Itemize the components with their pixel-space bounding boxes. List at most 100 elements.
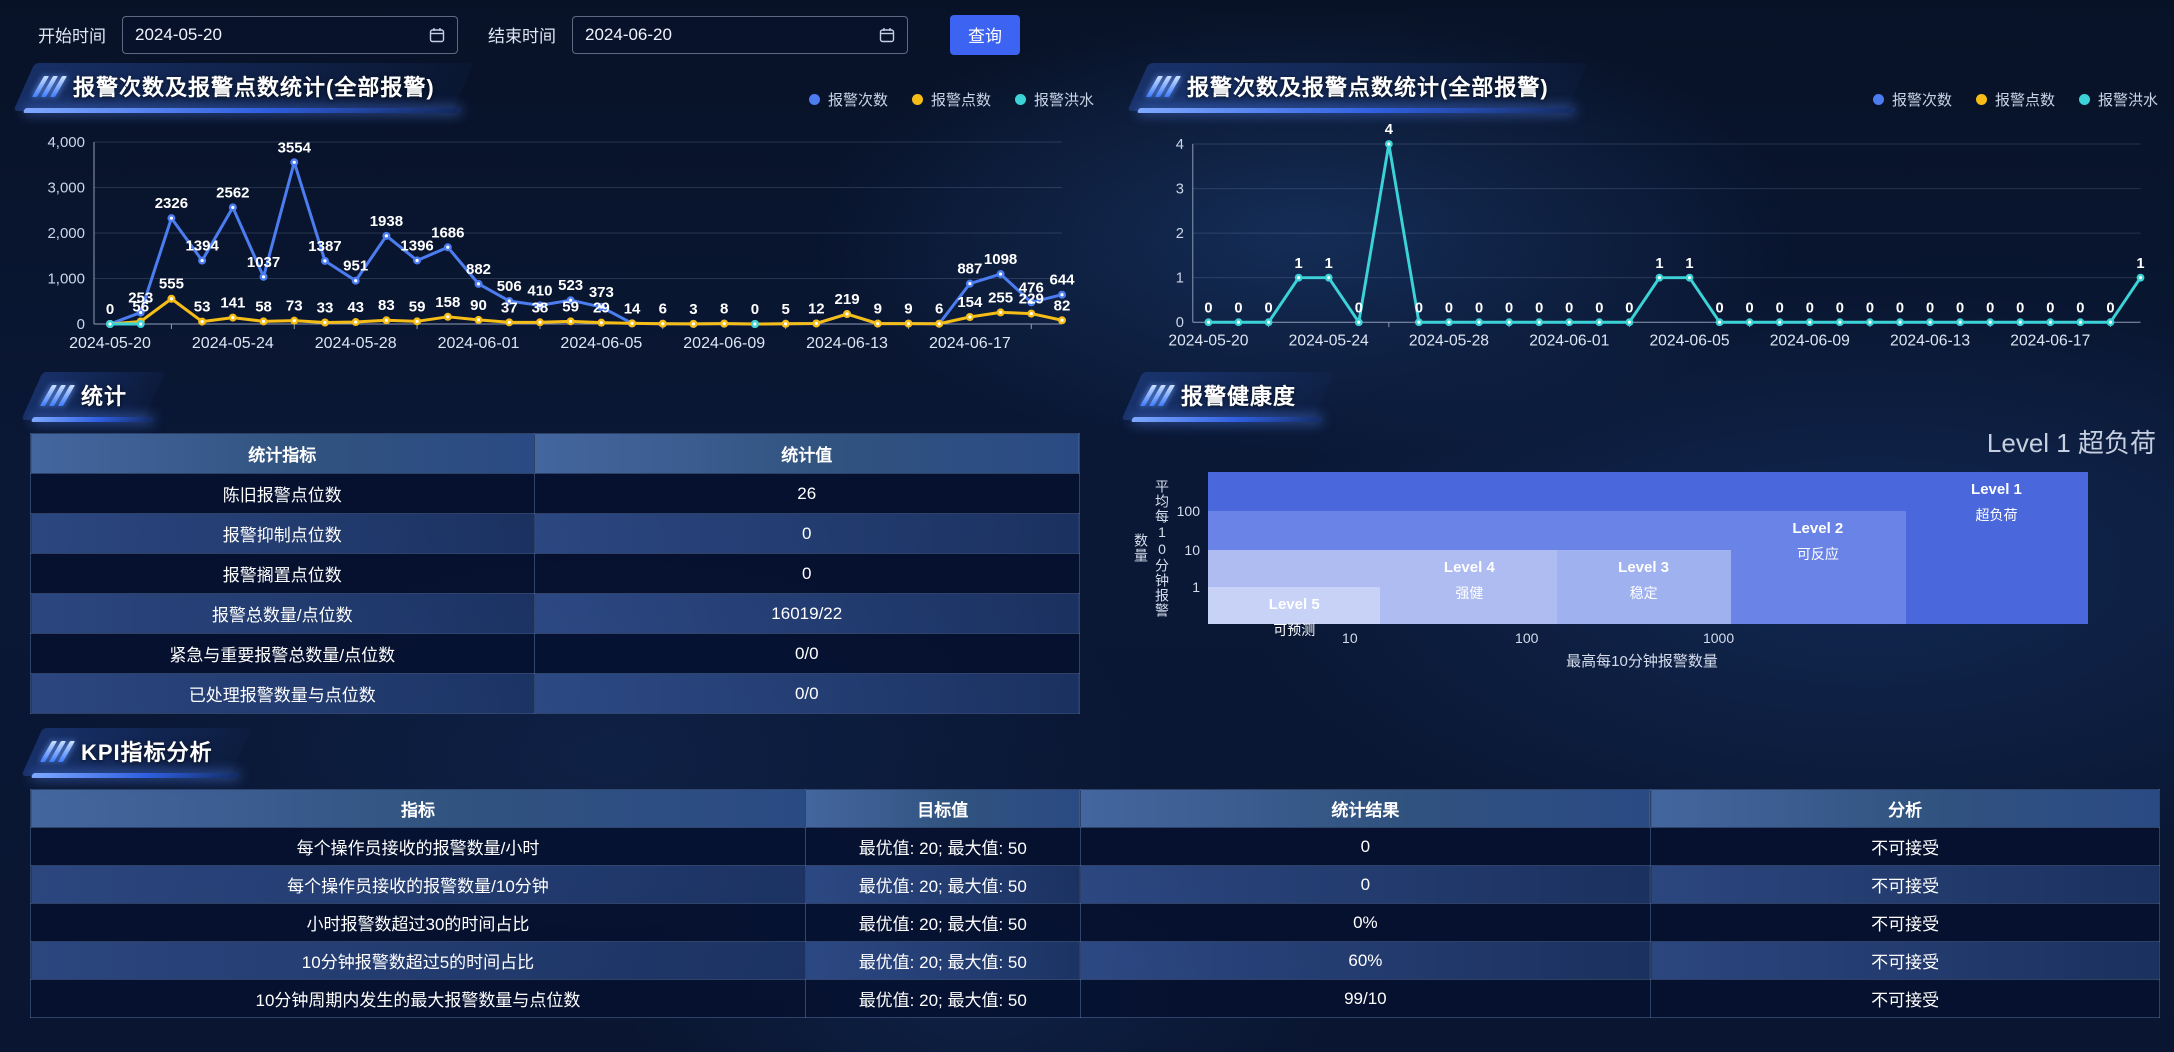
table-header-row: 统计指标 统计值 [30, 433, 1081, 474]
svg-text:9: 9 [874, 301, 882, 318]
legend-item[interactable]: 报警次数 [1872, 89, 1952, 110]
svg-text:0: 0 [1956, 300, 1964, 316]
health-level-label: Level 4 强健 [1443, 559, 1495, 602]
svg-text:2024-05-28: 2024-05-28 [1409, 333, 1489, 350]
svg-text:141: 141 [220, 295, 245, 312]
svg-text:0: 0 [1475, 300, 1483, 316]
svg-text:887: 887 [957, 261, 982, 278]
svg-text:2024-06-17: 2024-06-17 [929, 335, 1011, 352]
svg-text:2024-05-24: 2024-05-24 [1289, 333, 1369, 350]
health-x-tick: 1000 [1702, 630, 1735, 646]
svg-text:0: 0 [1415, 300, 1423, 316]
table-cell: 每个操作员接收的报警数量/10分钟 [30, 865, 806, 904]
svg-text:1: 1 [1295, 256, 1303, 272]
table-cell: 报警抑制点位数 [30, 513, 535, 554]
start-date-value: 2024-05-20 [135, 24, 222, 44]
legend-dot-icon [1014, 94, 1026, 105]
svg-text:0: 0 [1746, 300, 1754, 316]
health-section: 报警健康度 Level 1 超负荷 平均每10分钟报警数量 1 10 100 Lev… [1130, 372, 2160, 714]
svg-text:2024-05-20: 2024-05-20 [1168, 333, 1248, 350]
svg-text:882: 882 [466, 261, 491, 278]
svg-text:0: 0 [1565, 300, 1573, 316]
svg-text:1394: 1394 [185, 238, 219, 255]
legend-item[interactable]: 报警洪水 [1014, 89, 1094, 110]
table-cell: 26 [533, 473, 1081, 514]
table-cell: 0 [533, 553, 1081, 594]
svg-text:2,000: 2,000 [47, 225, 85, 242]
kpi-table: 指标 目标值 统计结果 分析 每个操作员接收的报警数量/小时 最优值: 20; 最大值: … [30, 789, 2160, 1018]
table-header-cell: 统计指标 [30, 433, 535, 474]
start-date-input[interactable]: 2024-05-20 [122, 15, 458, 54]
svg-text:2024-06-13: 2024-06-13 [806, 335, 888, 352]
legend-label: 报警洪水 [1033, 92, 1094, 109]
legend-dot-icon [2078, 94, 2090, 105]
stripes-icon [1145, 75, 1182, 97]
svg-text:14: 14 [624, 300, 641, 317]
legend-dot-icon [1872, 94, 1884, 105]
table-cell: 最优值: 20; 最大值: 50 [804, 979, 1081, 1018]
svg-text:0: 0 [2106, 300, 2114, 316]
svg-text:2024-06-17: 2024-06-17 [2010, 333, 2090, 350]
stripes-icon [31, 75, 68, 97]
svg-text:1,000: 1,000 [47, 271, 85, 288]
svg-text:0: 0 [1926, 300, 1934, 316]
table-cell: 报警搁置点位数 [30, 553, 535, 594]
svg-text:2024-05-20: 2024-05-20 [69, 335, 151, 352]
svg-text:0: 0 [1715, 300, 1723, 316]
svg-text:0: 0 [1806, 300, 1814, 316]
svg-text:3554: 3554 [278, 139, 312, 156]
health-x-ticks: 10 100 1000 [1202, 624, 2082, 648]
legend-item[interactable]: 报警洪水 [2078, 89, 2158, 110]
svg-text:0: 0 [1896, 300, 1904, 316]
svg-text:9: 9 [904, 301, 912, 318]
table-cell: 0 [533, 513, 1081, 554]
svg-text:2024-06-01: 2024-06-01 [1529, 333, 1609, 350]
table-row: 报警搁置点位数 0 [30, 553, 1081, 594]
table-cell: 不可接受 [1650, 941, 2160, 980]
table-cell: 紧急与重要报警总数量/点位数 [30, 633, 535, 674]
svg-text:8: 8 [720, 301, 728, 318]
table-header-cell: 分析 [1650, 789, 2160, 828]
table-cell: 60% [1079, 941, 1652, 980]
table-cell: 0/0 [533, 633, 1081, 674]
end-date-input[interactable]: 2024-06-20 [572, 15, 908, 54]
svg-text:2024-06-09: 2024-06-09 [683, 335, 765, 352]
calendar-icon[interactable] [429, 27, 445, 43]
svg-text:59: 59 [409, 298, 426, 315]
svg-text:1686: 1686 [431, 224, 464, 241]
svg-text:29: 29 [593, 300, 610, 317]
svg-text:373: 373 [589, 284, 614, 301]
svg-text:2: 2 [1176, 226, 1184, 242]
svg-text:0: 0 [106, 301, 114, 318]
stripes-icon [39, 740, 76, 762]
right-chart-title: 报警次数及报警点数统计(全部报警) [1187, 75, 1549, 100]
legend-item[interactable]: 报警点数 [911, 89, 991, 110]
health-level-chart: Level 1 超负荷 Level 2 可反应 Level 3 稳定 Level 4 强健 Le… [1208, 472, 2088, 638]
svg-text:158: 158 [435, 294, 460, 311]
svg-text:1098: 1098 [984, 251, 1017, 268]
legend-item[interactable]: 报警点数 [1975, 89, 2055, 110]
svg-text:3: 3 [689, 301, 697, 318]
table-cell: 0/0 [533, 673, 1081, 714]
svg-text:1938: 1938 [370, 213, 403, 230]
right-chart-legend: 报警次数 报警点数 报警洪水 [1872, 89, 2158, 114]
kpi-title: KPI指标分析 [81, 740, 213, 765]
svg-text:255: 255 [988, 289, 1013, 306]
health-level-box-level-5 [1208, 586, 1381, 624]
query-button[interactable]: 查询 [950, 14, 1020, 55]
table-header-row: 指标 目标值 统计结果 分析 [30, 789, 2160, 828]
svg-text:58: 58 [255, 298, 272, 315]
svg-text:4,000: 4,000 [47, 134, 85, 151]
svg-text:555: 555 [159, 276, 184, 293]
section-header-left-chart: 报警次数及报警点数统计(全部报警) [22, 63, 469, 114]
svg-text:0: 0 [1355, 300, 1363, 316]
svg-text:5: 5 [781, 301, 789, 318]
svg-text:4: 4 [1385, 122, 1394, 138]
calendar-icon[interactable] [879, 27, 895, 43]
table-row: 已处理报警数量与点位数 0/0 [30, 673, 1081, 714]
health-x-tick: 10 [1342, 630, 1358, 646]
filter-toolbar: 开始时间 2024-05-20 结束时间 2024-06-20 查询 [0, 0, 2174, 56]
legend-item[interactable]: 报警次数 [808, 89, 888, 110]
svg-text:0: 0 [1625, 300, 1633, 316]
svg-text:0: 0 [1234, 300, 1242, 316]
